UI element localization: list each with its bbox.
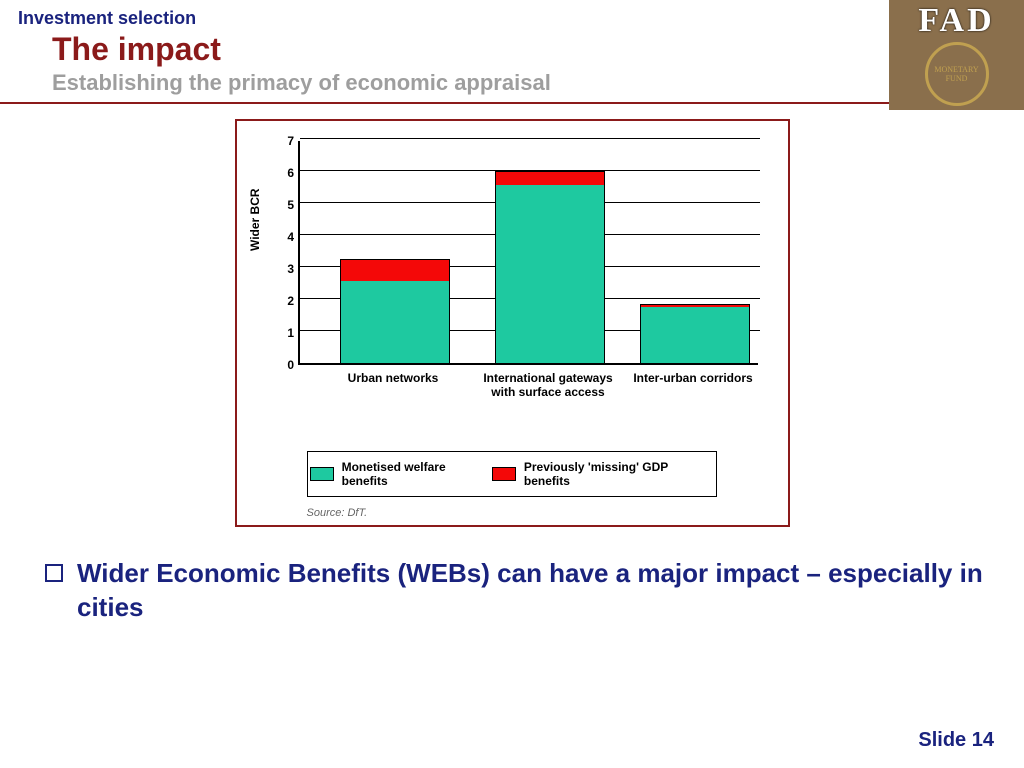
y-tick-label: 7 <box>280 134 294 148</box>
plot <box>298 141 758 365</box>
bar-segment <box>340 259 450 281</box>
legend-label: Monetised welfare benefits <box>342 460 493 488</box>
slide-number: Slide 14 <box>918 729 994 752</box>
chart-container: Wider BCR 0 1 2 3 4 5 6 7 Urban networks Internat… <box>235 119 790 527</box>
gridline <box>300 138 760 139</box>
bar-segment <box>340 281 450 363</box>
logo-text: FAD <box>918 4 994 38</box>
x-tick-label: Urban networks <box>318 371 468 385</box>
legend: Monetised welfare benefits Previously 'mi… <box>307 451 717 497</box>
y-tick-label: 1 <box>280 326 294 340</box>
bar-segment <box>495 185 605 363</box>
y-tick-label: 5 <box>280 198 294 212</box>
page-subtitle: Establishing the primacy of economic app… <box>0 70 1024 96</box>
bullet-square-icon <box>45 564 63 582</box>
bar-group <box>340 259 450 363</box>
legend-item: Previously 'missing' GDP benefits <box>492 460 714 488</box>
chart-plot-area: Wider BCR 01234567Urban networksInternat… <box>252 131 772 436</box>
header: Investment selection The impact Establis… <box>0 0 1024 96</box>
y-axis-label: Wider BCR <box>248 188 262 251</box>
y-tick-label: 0 <box>280 358 294 372</box>
y-tick-label: 6 <box>280 166 294 180</box>
breadcrumb: Investment selection <box>0 8 1024 29</box>
logo-seal-icon: MONETARY FUND <box>925 42 989 106</box>
bar-segment <box>495 171 605 185</box>
divider <box>0 102 1024 104</box>
legend-label: Previously 'missing' GDP benefits <box>524 460 714 488</box>
chart-source: Source: DfT. <box>247 497 778 519</box>
legend-swatch-icon <box>310 467 334 481</box>
bar-segment <box>640 307 750 363</box>
bar-group <box>640 304 750 363</box>
x-tick-label: International gateways with surface acce… <box>473 371 623 399</box>
y-tick-label: 4 <box>280 230 294 244</box>
x-tick-label: Inter-urban corridors <box>618 371 768 385</box>
y-tick-label: 3 <box>280 262 294 276</box>
bullet-list: Wider Economic Benefits (WEBs) can have … <box>0 527 1024 625</box>
bullet-item: Wider Economic Benefits (WEBs) can have … <box>45 557 984 625</box>
logo: FAD MONETARY FUND <box>889 0 1024 110</box>
legend-swatch-icon <box>492 467 516 481</box>
y-tick-label: 2 <box>280 294 294 308</box>
page-title: The impact <box>0 31 1024 68</box>
bullet-text: Wider Economic Benefits (WEBs) can have … <box>73 557 984 625</box>
bar-group <box>495 171 605 363</box>
legend-item: Monetised welfare benefits <box>310 460 492 488</box>
